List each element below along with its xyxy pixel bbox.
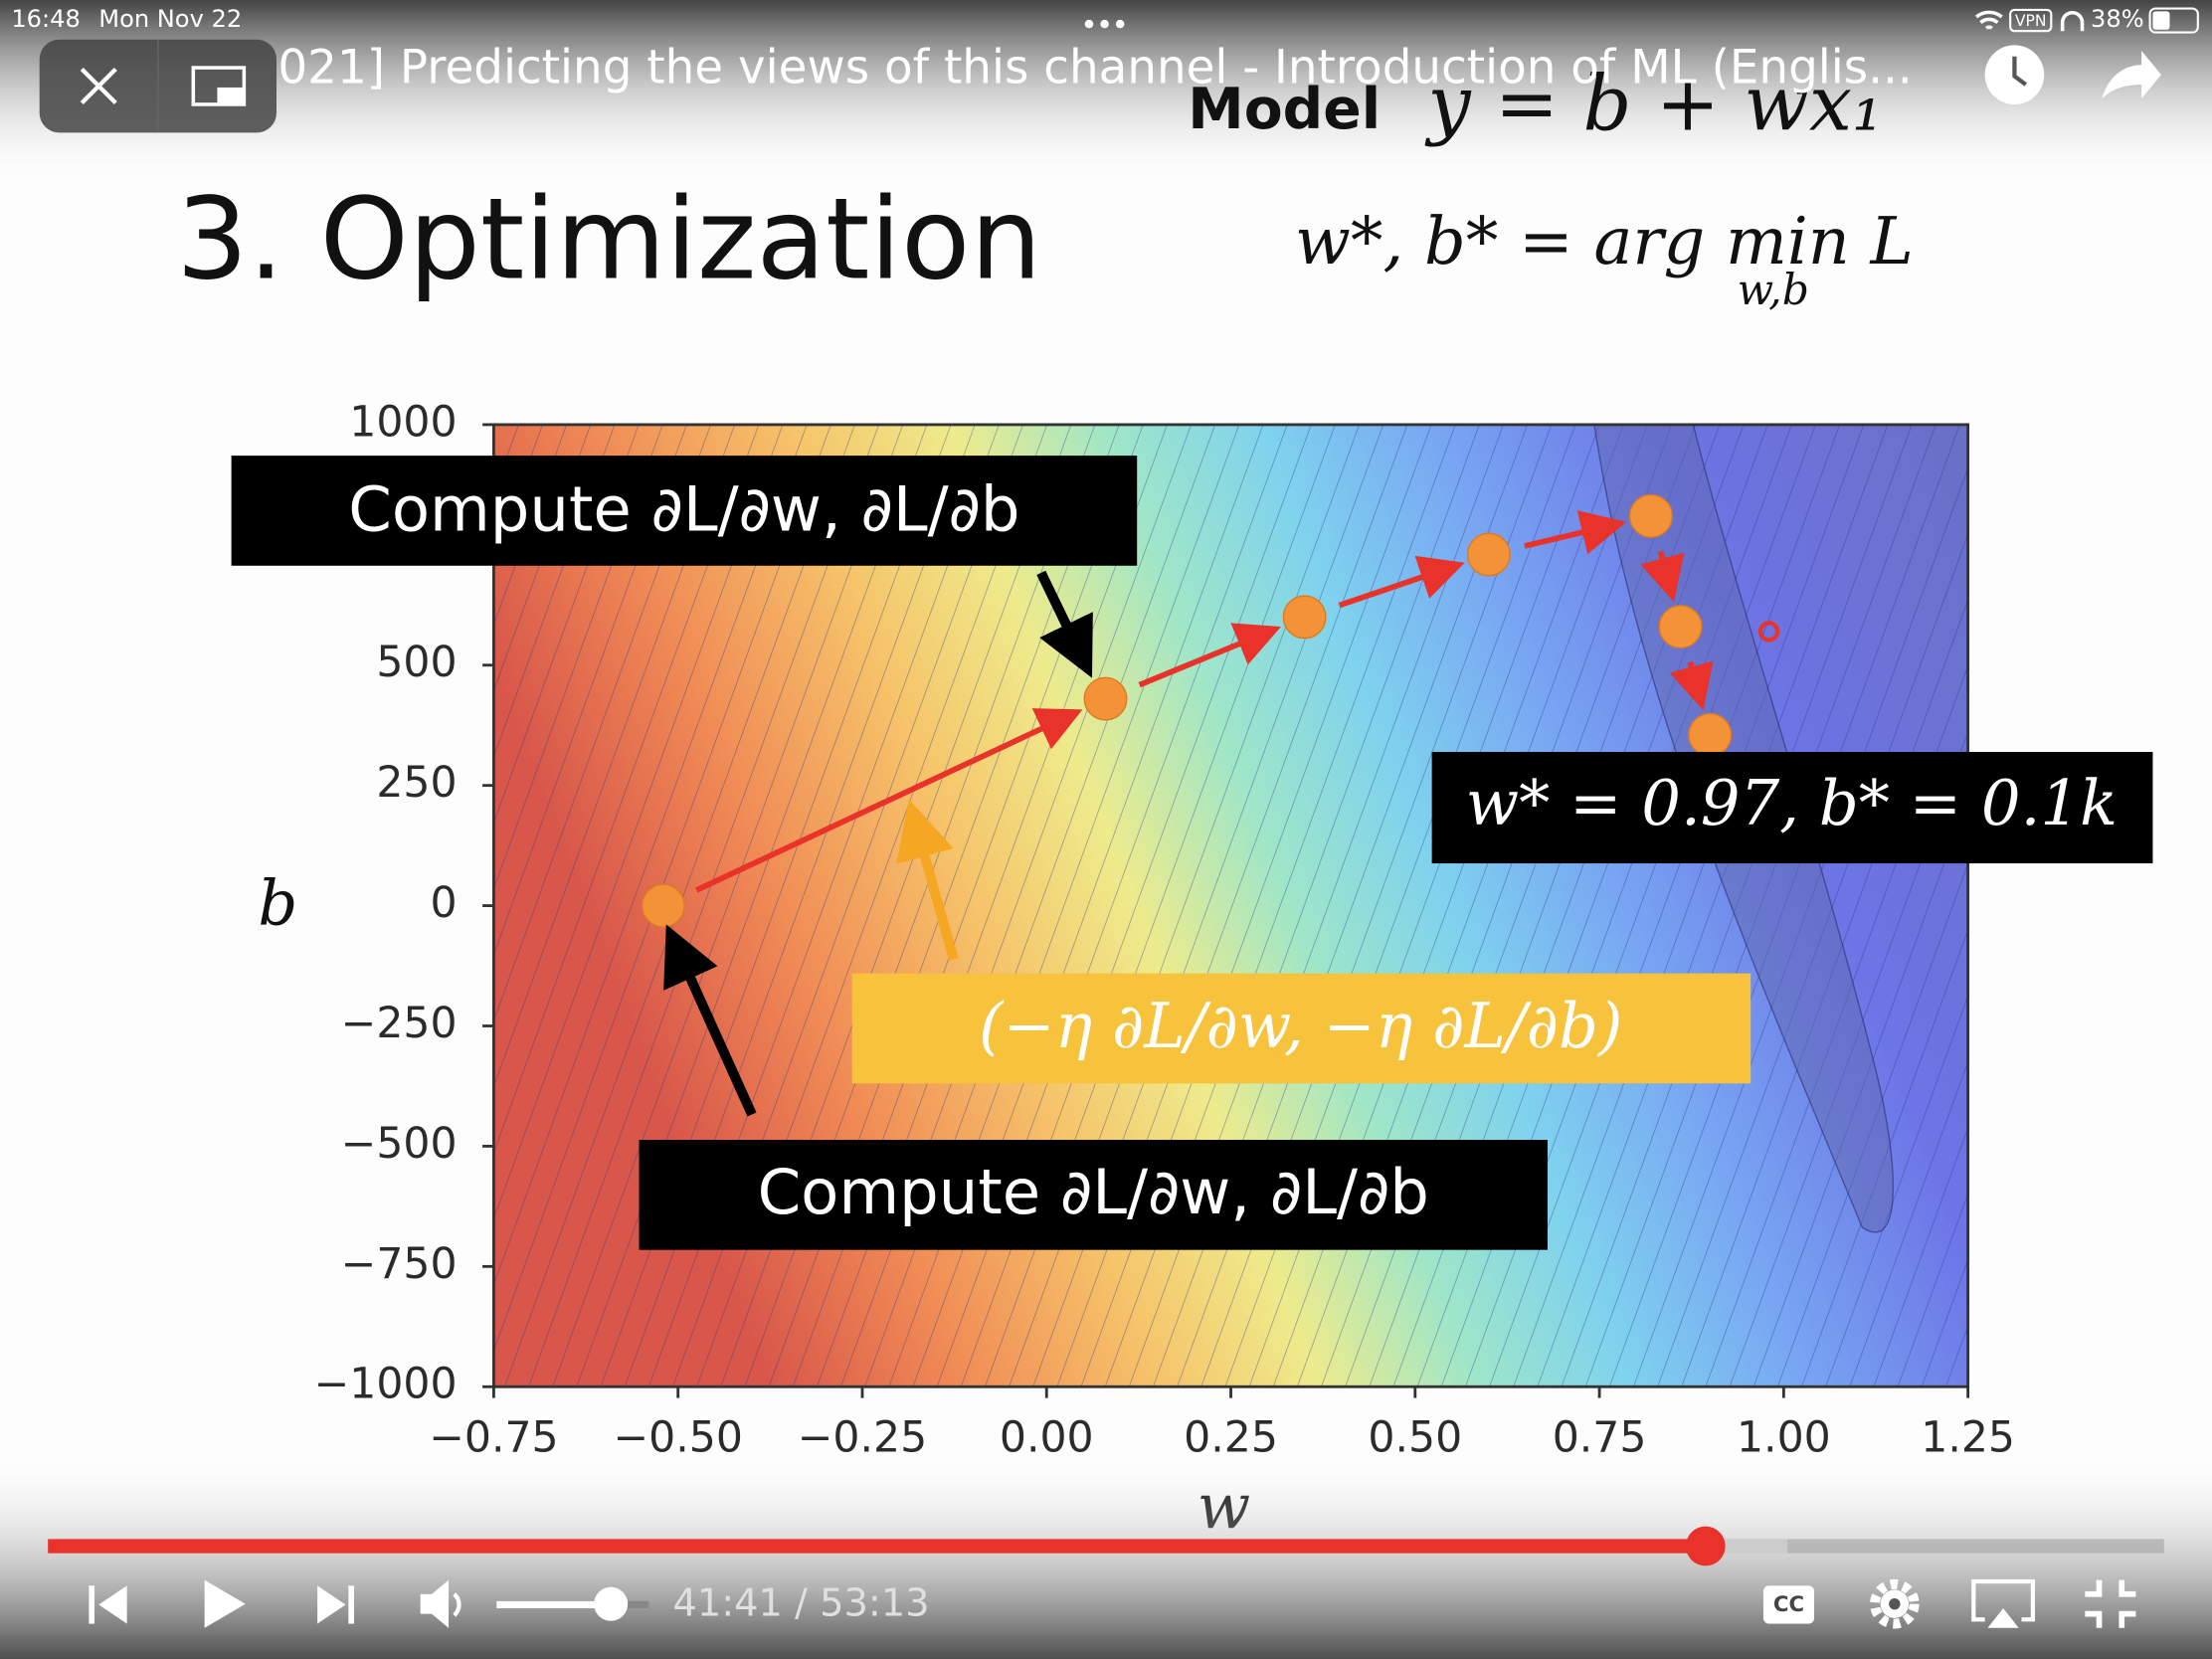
previous-button[interactable] bbox=[89, 1585, 127, 1624]
annotation-box: Compute ∂L/∂w, ∂L/∂b bbox=[231, 456, 1138, 566]
y-tick-label: 500 bbox=[376, 639, 457, 687]
model-formula: y = b + wx₁ bbox=[1424, 61, 1882, 149]
battery-level bbox=[2152, 11, 2170, 30]
step-arrow bbox=[695, 708, 1083, 893]
captions-button[interactable] bbox=[1762, 1585, 1815, 1624]
annotation-box: w* = 0.97, b* = 0.1k bbox=[1431, 751, 2153, 864]
annotation-background bbox=[1431, 751, 2153, 864]
vpn-badge bbox=[2009, 8, 2053, 33]
y-tick-label: −750 bbox=[341, 1240, 458, 1289]
annotation-text: w* = 0.97, b* = 0.1k bbox=[1466, 767, 2118, 839]
watch-later-button[interactable] bbox=[1984, 45, 2045, 104]
volume-button[interactable] bbox=[420, 1579, 461, 1628]
more-dots[interactable] bbox=[1084, 19, 1125, 29]
y-tick-label: −1000 bbox=[314, 1361, 458, 1409]
y-axis-label: b bbox=[258, 867, 297, 940]
annotation-background bbox=[231, 456, 1138, 566]
time-display: 41:41 / 53:13 bbox=[673, 1581, 930, 1626]
gradient-step-point bbox=[1628, 493, 1673, 538]
battery-icon bbox=[2148, 7, 2199, 34]
status-date: Mon Nov 22 bbox=[98, 5, 242, 33]
plot-layer: −0.75 −0.50 −0.25 0.00 0.25 0.50 0.75 1.00 1.251… bbox=[258, 398, 2015, 1543]
objective-subscript: w,b bbox=[1738, 267, 1809, 315]
y-tick-label: 250 bbox=[376, 759, 457, 808]
gradient-step-point bbox=[1282, 595, 1327, 640]
headphones-icon bbox=[2060, 11, 2085, 32]
progress-knob[interactable] bbox=[1685, 1526, 1726, 1567]
y-tick-label: 0 bbox=[430, 879, 457, 928]
step-arrow bbox=[1669, 660, 1714, 711]
pip-button[interactable] bbox=[191, 66, 247, 106]
contour-plot bbox=[493, 424, 1968, 1387]
optimum-point bbox=[1757, 621, 1780, 643]
close-button[interactable] bbox=[80, 67, 117, 105]
annotation-background bbox=[851, 973, 1751, 1084]
step-arrow bbox=[1138, 623, 1282, 688]
volume-level bbox=[496, 1600, 612, 1608]
model-label: Model bbox=[1188, 77, 1381, 142]
gradient-step-point bbox=[641, 883, 685, 928]
vpn-text: VPN bbox=[2015, 12, 2047, 30]
annotation-text: Compute ∂L/∂w, ∂L/∂b bbox=[758, 1156, 1429, 1228]
share-button[interactable] bbox=[2102, 51, 2161, 99]
slide-heading: 3. Optimization bbox=[176, 173, 1041, 304]
y-tick-label: −250 bbox=[341, 1000, 458, 1048]
step-arrow bbox=[1640, 550, 1685, 603]
objective: w*, b* = arg min L bbox=[1295, 204, 1914, 279]
step-arrow bbox=[1338, 555, 1465, 609]
volume-knob[interactable] bbox=[594, 1586, 629, 1621]
black-arrow bbox=[1036, 570, 1093, 678]
annotation-background bbox=[639, 1140, 1548, 1250]
captions-text: CC bbox=[1773, 1592, 1804, 1617]
annotation-text: Compute ∂L/∂w, ∂L/∂b bbox=[348, 472, 1019, 545]
step-arrow bbox=[1524, 510, 1627, 555]
gradient-step-point bbox=[1658, 605, 1703, 649]
annotation-box: Compute ∂L/∂w, ∂L/∂b bbox=[639, 1140, 1548, 1250]
orange-arrow bbox=[896, 799, 959, 961]
next-button[interactable] bbox=[317, 1585, 355, 1624]
wifi-icon bbox=[1974, 10, 2003, 30]
annotation-text: (−η ∂L/∂w, −η ∂L/∂b) bbox=[979, 990, 1622, 1062]
video-title: 021] Predicting the views of this channe… bbox=[277, 41, 1912, 94]
bottom-overlay bbox=[0, 1452, 2212, 1659]
airplay-button[interactable] bbox=[1971, 1578, 2035, 1628]
y-tick-label: −500 bbox=[341, 1120, 458, 1169]
progress-played bbox=[48, 1539, 1706, 1554]
status-time: 16:48 bbox=[11, 5, 80, 33]
exit-fullscreen-button[interactable] bbox=[2085, 1579, 2136, 1628]
gradient-step-point bbox=[1466, 532, 1511, 577]
gradient-step-point bbox=[1083, 676, 1128, 721]
gradient-step-point bbox=[1688, 712, 1733, 757]
y-tick-label: 1000 bbox=[349, 398, 457, 447]
annotation-box: (−η ∂L/∂w, −η ∂L/∂b) bbox=[851, 973, 1751, 1084]
settings-button[interactable] bbox=[1870, 1578, 1920, 1629]
battery-percent: 38% bbox=[2091, 5, 2144, 33]
black-arrow bbox=[663, 924, 757, 1117]
top-overlay bbox=[0, 0, 2212, 184]
play-button[interactable] bbox=[204, 1579, 246, 1628]
